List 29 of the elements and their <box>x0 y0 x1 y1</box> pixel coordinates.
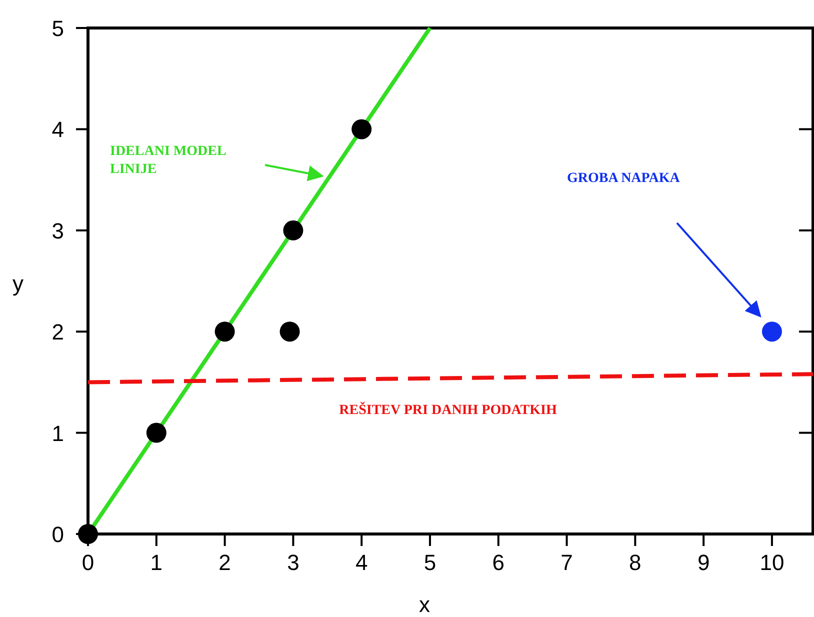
annotation: IDELANI MODEL LINIJE <box>110 144 226 177</box>
y-tick-label: 4 <box>52 117 64 142</box>
x-tick-label: 6 <box>492 550 504 575</box>
y-axis-title: y <box>12 271 24 296</box>
y-tick-label: 3 <box>52 218 64 244</box>
annotation: GROBA NAPAKA <box>567 171 681 186</box>
y-tick-label: 2 <box>52 320 64 345</box>
y-tick-label: 0 <box>52 522 64 547</box>
x-tick-label: 5 <box>424 550 436 575</box>
x-tick-label: 8 <box>629 550 642 575</box>
point <box>283 220 304 240</box>
point <box>280 322 300 342</box>
y-tick-label: 1 <box>52 420 64 446</box>
x-axis-title: x <box>419 592 430 617</box>
point <box>78 524 98 544</box>
x-tick-label: 0 <box>82 550 94 575</box>
point <box>146 422 166 443</box>
x-tick-label: 9 <box>697 550 710 575</box>
point <box>762 322 782 342</box>
x-tick-label: 7 <box>560 550 573 575</box>
point <box>214 322 235 342</box>
x-tick-label: 2 <box>218 550 231 575</box>
x-tick-label: 4 <box>355 550 368 575</box>
y-tick-label: 5 <box>52 16 64 41</box>
x-tick-label: 1 <box>150 550 163 575</box>
point <box>352 119 372 140</box>
annotation: REŠITEV PRI DANIH PODATKIH <box>339 401 557 418</box>
x-tick-label: 10 <box>760 550 784 575</box>
x-tick-label: 3 <box>287 550 300 575</box>
